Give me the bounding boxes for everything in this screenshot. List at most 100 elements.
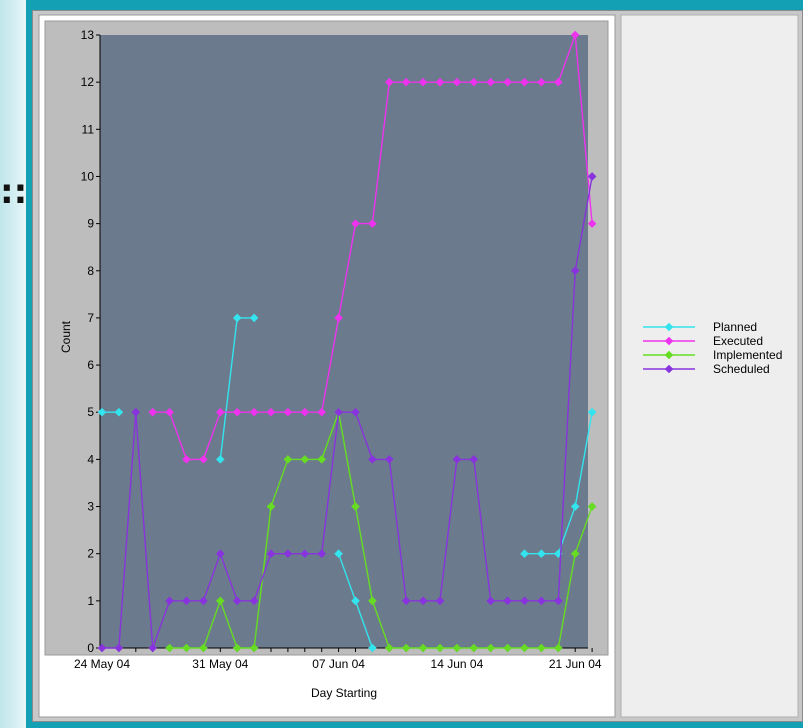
y-tick-label: 7	[87, 311, 94, 325]
data-point-scheduled	[452, 455, 462, 464]
data-point-implemented	[300, 455, 310, 464]
data-point-scheduled	[334, 407, 343, 417]
data-point-planned	[114, 407, 124, 417]
data-point-scheduled	[351, 407, 360, 417]
data-point-implemented	[385, 643, 394, 653]
data-point-implemented	[418, 643, 428, 653]
data-point-implemented	[182, 643, 191, 653]
data-point-scheduled	[114, 643, 124, 653]
y-tick-label: 12	[81, 75, 95, 89]
side-glyph: ::	[0, 172, 26, 212]
data-point-executed	[385, 77, 394, 87]
data-point-implemented	[249, 643, 259, 653]
x-tick-label: 24 May 04	[74, 657, 130, 671]
data-point-implemented	[537, 643, 546, 653]
data-point-scheduled	[232, 596, 242, 606]
data-point-executed	[266, 407, 276, 417]
data-point-scheduled	[469, 455, 479, 464]
data-point-planned	[249, 313, 259, 323]
data-point-scheduled	[249, 596, 259, 606]
legend-marker-implemented	[664, 350, 674, 360]
data-point-implemented	[199, 643, 208, 653]
x-axis-title: Day Starting	[311, 686, 377, 700]
data-point-scheduled	[587, 172, 597, 181]
data-point-executed	[300, 407, 310, 417]
data-point-scheduled	[401, 596, 411, 606]
data-point-planned	[587, 407, 597, 417]
legend-label-implemented: Implemented	[713, 348, 782, 362]
data-point-implemented	[232, 643, 242, 653]
data-point-planned	[537, 549, 546, 558]
y-tick-label: 11	[82, 122, 95, 136]
y-tick-label: 0	[87, 641, 94, 655]
y-tick-label: 8	[87, 264, 94, 278]
data-point-implemented	[469, 643, 479, 653]
data-point-implemented	[283, 455, 293, 464]
data-point-scheduled	[554, 596, 563, 606]
y-tick-label: 10	[81, 169, 95, 183]
data-point-scheduled	[182, 596, 191, 606]
x-tick-label: 21 Jun 04	[549, 657, 602, 671]
y-tick-label: 4	[87, 452, 94, 466]
data-point-scheduled	[418, 596, 428, 606]
x-tick-label: 31 May 04	[192, 657, 248, 671]
data-point-scheduled	[165, 596, 174, 606]
data-point-implemented	[587, 502, 597, 511]
data-point-executed	[283, 407, 293, 417]
legend-label-planned: Planned	[713, 320, 757, 334]
data-point-implemented	[554, 643, 563, 653]
data-point-scheduled	[97, 643, 107, 653]
data-point-executed	[199, 455, 208, 464]
data-point-executed	[418, 77, 428, 87]
y-tick-label: 13	[81, 28, 95, 42]
y-tick-label: 2	[87, 547, 94, 561]
data-point-executed	[216, 407, 225, 417]
data-point-implemented	[266, 502, 276, 511]
data-point-scheduled	[486, 596, 495, 606]
data-point-executed	[351, 219, 360, 228]
data-point-implemented	[520, 643, 529, 653]
data-point-executed	[537, 77, 546, 87]
legend-label-scheduled: Scheduled	[713, 362, 770, 376]
data-point-scheduled	[570, 266, 580, 276]
legend-marker-planned	[664, 322, 674, 332]
y-tick-label: 5	[87, 405, 94, 419]
data-point-executed	[570, 30, 580, 40]
data-point-implemented	[165, 643, 174, 653]
data-point-executed	[182, 455, 191, 464]
data-point-executed	[249, 407, 259, 417]
data-point-implemented	[216, 596, 225, 606]
x-tick-label: 07 Jun 04	[312, 657, 365, 671]
data-point-scheduled	[537, 596, 546, 606]
data-point-implemented	[401, 643, 411, 653]
data-point-planned	[368, 643, 377, 653]
data-point-executed	[165, 407, 174, 417]
data-point-planned	[570, 502, 580, 511]
y-tick-label: 3	[87, 500, 94, 514]
data-point-scheduled	[148, 643, 157, 653]
data-point-implemented	[351, 502, 360, 511]
legend-panel	[620, 14, 799, 718]
data-point-planned	[97, 407, 107, 417]
data-point-implemented	[317, 455, 326, 464]
data-point-planned	[334, 549, 343, 558]
x-tick-label: 14 Jun 04	[431, 657, 484, 671]
y-tick-label: 6	[87, 358, 94, 372]
y-tick-label: 1	[87, 594, 94, 608]
data-point-planned	[216, 455, 225, 464]
data-point-scheduled	[216, 549, 225, 558]
data-point-implemented	[452, 643, 462, 653]
data-point-implemented	[503, 643, 512, 653]
data-point-scheduled	[317, 549, 326, 558]
legend-marker-scheduled	[664, 364, 674, 374]
legend-label-executed: Executed	[713, 334, 763, 348]
data-point-implemented	[486, 643, 495, 653]
data-point-executed	[435, 77, 445, 87]
data-point-scheduled	[283, 549, 293, 558]
plot-area	[100, 35, 588, 648]
data-point-executed	[486, 77, 495, 87]
data-point-executed	[368, 219, 377, 228]
data-point-scheduled	[199, 596, 208, 606]
